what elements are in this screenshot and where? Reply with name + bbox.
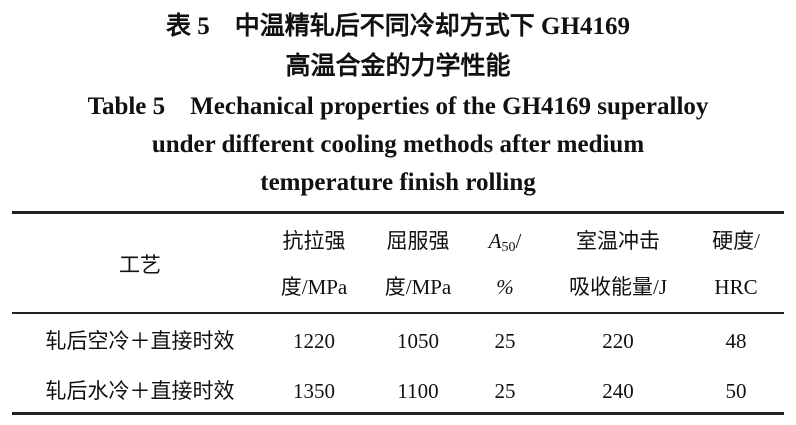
caption-en-line2: under different cooling methods after me… [151,131,645,158]
cell-hardness: 50 [725,379,747,403]
caption-en-line1: Table 5 Mechanical properties of the GH4… [87,93,709,120]
header-yield-1: 屈服强 [386,229,450,253]
cell-yield: 1050 [397,329,439,353]
header-process: 工艺 [119,253,161,277]
header-elongation-2: % [496,275,514,299]
header-impact-1: 室温冲击 [576,229,660,253]
table-header-rule [12,312,784,314]
caption-cn-line1: 表 5 中温精轧后不同冷却方式下 GH4169 [166,13,630,40]
cell-tensile: 1220 [293,329,335,353]
cell-hardness: 48 [725,329,747,353]
header-yield-2: 度/MPa [384,275,452,299]
cell-elongation: 25 [494,379,516,403]
caption-cn-line2: 高温合金的力学性能 [285,53,511,80]
cell-yield: 1100 [397,379,439,403]
cell-process: 轧后空冷＋直接时效 [45,329,235,353]
caption-en-line3: temperature finish rolling [260,169,536,196]
cell-impact: 220 [602,329,634,353]
table-top-rule [12,211,784,214]
header-tensile-1: 抗拉强 [282,229,346,253]
cell-elongation: 25 [494,329,516,353]
cell-process: 轧后水冷＋直接时效 [45,379,235,403]
header-tensile-2: 度/MPa [280,275,348,299]
header-hardness-2: HRC [714,275,758,299]
header-impact-2: 吸收能量/J [568,275,668,299]
cell-impact: 240 [602,379,634,403]
header-elongation-1: A50/ [488,229,522,255]
table-bottom-rule [12,412,784,415]
cell-tensile: 1350 [293,379,335,403]
header-hardness-1: 硬度/ [712,229,760,253]
